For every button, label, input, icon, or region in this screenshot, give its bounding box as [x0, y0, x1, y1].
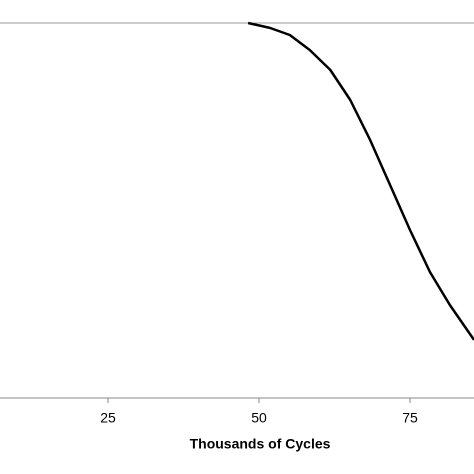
x-tick-label: 75 — [402, 410, 418, 426]
data-line — [247, 21, 474, 341]
x-tick-label: 50 — [251, 410, 267, 426]
x-axis-label: Thousands of Cycles — [190, 436, 331, 452]
x-tick-label: 25 — [100, 410, 116, 426]
